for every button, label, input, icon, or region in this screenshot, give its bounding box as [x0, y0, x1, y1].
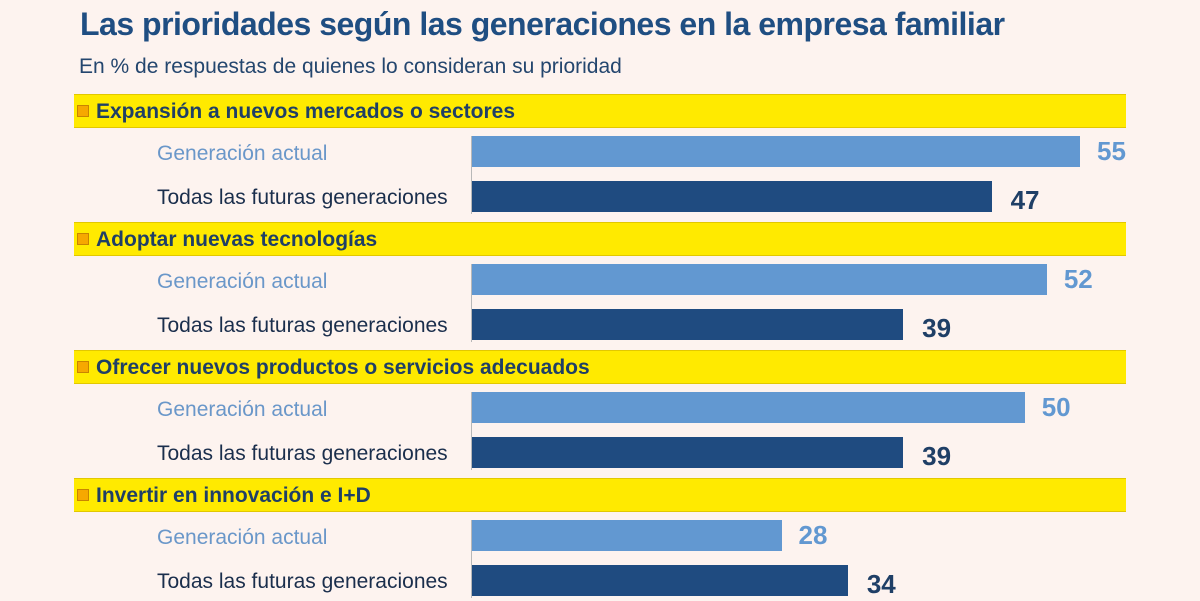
axis-line: [471, 136, 472, 214]
bar-current: [472, 264, 1047, 295]
bar-current: [472, 520, 782, 551]
group-header: Ofrecer nuevos productos o servicios ade…: [74, 350, 1126, 384]
bar-future: [472, 437, 904, 468]
data-label: 39: [922, 441, 952, 471]
chart-subtitle: En % de respuestas de quienes lo conside…: [79, 55, 622, 78]
bullet-square-icon: [77, 233, 89, 245]
group-title: Adoptar nuevas tecnologías: [96, 228, 378, 251]
data-label: 28: [798, 520, 828, 550]
chart-title: Las prioridades según las generaciones e…: [80, 6, 1005, 42]
data-label: 34: [866, 569, 896, 599]
bar-future: [472, 181, 992, 212]
series-label: Todas las futuras generaciones: [157, 570, 448, 593]
series-label: Generación actual: [157, 398, 328, 421]
group-header: Adoptar nuevas tecnologías: [74, 222, 1126, 256]
data-label: 55: [1097, 136, 1126, 166]
axis-line: [471, 264, 472, 342]
bullet-square-icon: [77, 361, 89, 373]
axis-line: [471, 520, 472, 598]
data-label: 50: [1041, 392, 1071, 422]
axis-line: [471, 392, 472, 470]
bullet-square-icon: [77, 105, 89, 117]
bullet-square-icon: [77, 489, 89, 501]
data-label: 39: [922, 313, 952, 343]
group-header: Expansión a nuevos mercados o sectores: [74, 94, 1126, 128]
series-label: Todas las futuras generaciones: [157, 442, 448, 465]
series-label: Todas las futuras generaciones: [157, 314, 448, 337]
bar-current: [472, 136, 1080, 167]
group-title: Invertir en innovación e I+D: [96, 484, 371, 507]
data-label: 47: [1010, 185, 1040, 215]
bar-future: [472, 309, 904, 340]
data-label: 52: [1063, 264, 1093, 294]
series-label: Todas las futuras generaciones: [157, 186, 448, 209]
bar-current: [472, 392, 1025, 423]
group-header: Invertir en innovación e I+D: [74, 478, 1126, 512]
series-label: Generación actual: [157, 142, 328, 165]
group-title: Ofrecer nuevos productos o servicios ade…: [96, 356, 590, 379]
bar-future: [472, 565, 848, 596]
series-label: Generación actual: [157, 270, 328, 293]
series-label: Generación actual: [157, 526, 328, 549]
group-title: Expansión a nuevos mercados o sectores: [96, 100, 515, 123]
